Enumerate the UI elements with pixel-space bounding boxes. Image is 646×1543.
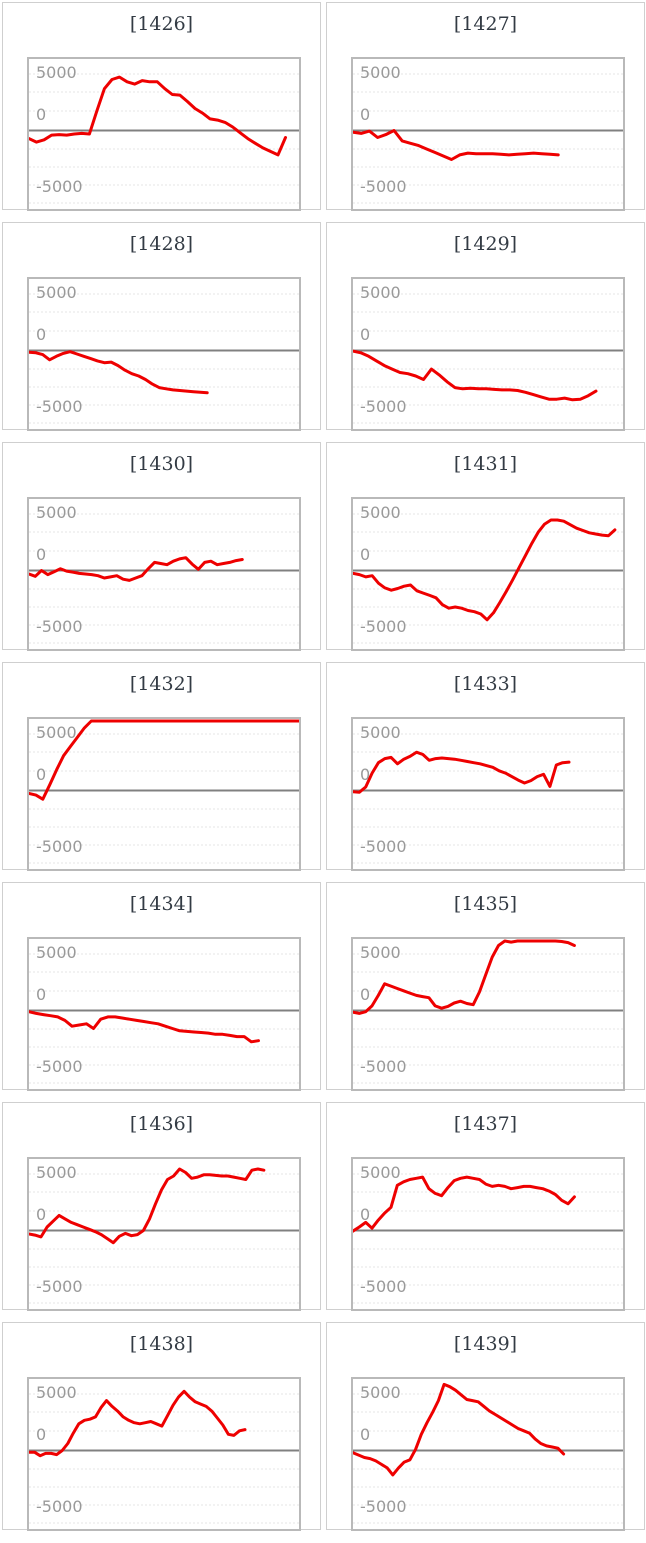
slump-line-chart xyxy=(353,1382,623,1524)
chart-title: [1428] xyxy=(129,233,194,255)
slump-line-chart xyxy=(353,73,623,204)
slump-line-chart xyxy=(353,1173,623,1304)
chart-panel: [1438] 5000 0 -5000 xyxy=(2,1322,321,1531)
chart-panel: [1429] 5000 0 -5000 xyxy=(326,222,645,431)
chart-title: [1427] xyxy=(453,13,518,35)
slump-line-chart xyxy=(29,1167,299,1304)
slump-line-chart xyxy=(29,513,299,644)
chart-title: [1439] xyxy=(453,1333,518,1355)
chart-title: [1434] xyxy=(129,893,194,915)
chart-title: [1433] xyxy=(453,673,518,695)
slump-line-chart xyxy=(29,1389,299,1524)
slump-line-chart xyxy=(353,733,623,864)
chart-panel: [1426] 5000 0 -5000 xyxy=(2,2,321,211)
chart-row: [1432] 5000 0 -5000 [1433] 5000 0 -5000 xyxy=(2,662,646,871)
series-line xyxy=(353,750,571,794)
slump-line-chart xyxy=(29,73,299,204)
chart-plot: 5000 0 -5000 xyxy=(351,937,625,1091)
chart-title: [1438] xyxy=(129,1333,194,1355)
chart-panel: [1431] 5000 0 -5000 xyxy=(326,442,645,651)
chart-title: [1431] xyxy=(453,453,518,475)
series-line xyxy=(29,75,287,157)
chart-plot: 5000 0 -5000 xyxy=(27,1157,301,1311)
chart-row: [1438] 5000 0 -5000 [1439] 5000 0 -5000 xyxy=(2,1322,646,1531)
chart-plot: 5000 0 -5000 xyxy=(351,57,625,211)
chart-panel: [1439] 5000 0 -5000 xyxy=(326,1322,645,1531)
series-line xyxy=(353,1382,566,1477)
chart-title: [1426] xyxy=(129,13,194,35)
series-line xyxy=(353,129,560,161)
slump-line-chart xyxy=(353,939,623,1084)
chart-panel: [1434] 5000 0 -5000 xyxy=(2,882,321,1091)
series-line xyxy=(353,349,598,402)
chart-plot: 5000 0 -5000 xyxy=(27,717,301,871)
chart-title: [1432] xyxy=(129,673,194,695)
slump-line-chart xyxy=(29,719,299,864)
chart-plot: 5000 0 -5000 xyxy=(351,717,625,871)
chart-plot: 5000 0 -5000 xyxy=(27,57,301,211)
chart-row: [1428] 5000 0 -5000 [1429] 5000 0 -5000 xyxy=(2,222,646,431)
chart-plot: 5000 0 -5000 xyxy=(351,1377,625,1531)
chart-panel: [1435] 5000 0 -5000 xyxy=(326,882,645,1091)
chart-plot: 5000 0 -5000 xyxy=(27,937,301,1091)
chart-panel: [1427] 5000 0 -5000 xyxy=(326,2,645,211)
chart-title: [1437] xyxy=(453,1113,518,1135)
chart-panel: [1428] 5000 0 -5000 xyxy=(2,222,321,431)
series-line xyxy=(29,1010,260,1044)
series-line xyxy=(29,719,299,801)
chart-row: [1434] 5000 0 -5000 [1435] 5000 0 -5000 xyxy=(2,882,646,1091)
series-line xyxy=(29,350,209,395)
chart-plot: 5000 0 -5000 xyxy=(27,497,301,651)
chart-title: [1430] xyxy=(129,453,194,475)
series-line xyxy=(29,1167,266,1245)
series-line xyxy=(353,1175,576,1233)
slump-line-chart xyxy=(29,953,299,1084)
chart-panel: [1436] 5000 0 -5000 xyxy=(2,1102,321,1311)
slump-line-chart xyxy=(29,293,299,424)
series-line xyxy=(29,1389,247,1458)
chart-row: [1426] 5000 0 -5000 [1427] 5000 0 -5000 xyxy=(2,2,646,211)
chart-plot: 5000 0 -5000 xyxy=(351,497,625,651)
chart-plot: 5000 0 -5000 xyxy=(351,277,625,431)
chart-title: [1435] xyxy=(453,893,518,915)
chart-title: [1436] xyxy=(129,1113,194,1135)
chart-row: [1430] 5000 0 -5000 [1431] 5000 0 -5000 xyxy=(2,442,646,651)
chart-plot: 5000 0 -5000 xyxy=(351,1157,625,1311)
slump-line-chart xyxy=(353,293,623,424)
chart-panel: [1430] 5000 0 -5000 xyxy=(2,442,321,651)
series-line xyxy=(353,939,576,1015)
chart-panel: [1433] 5000 0 -5000 xyxy=(326,662,645,871)
slump-line-chart xyxy=(353,513,623,644)
chart-panel: [1437] 5000 0 -5000 xyxy=(326,1102,645,1311)
chart-panel: [1432] 5000 0 -5000 xyxy=(2,662,321,871)
series-line xyxy=(353,518,617,622)
chart-plot: 5000 0 -5000 xyxy=(27,277,301,431)
series-line xyxy=(29,556,244,582)
chart-row: [1436] 5000 0 -5000 [1437] 5000 0 -5000 xyxy=(2,1102,646,1311)
chart-title: [1429] xyxy=(453,233,518,255)
chart-plot: 5000 0 -5000 xyxy=(27,1377,301,1531)
